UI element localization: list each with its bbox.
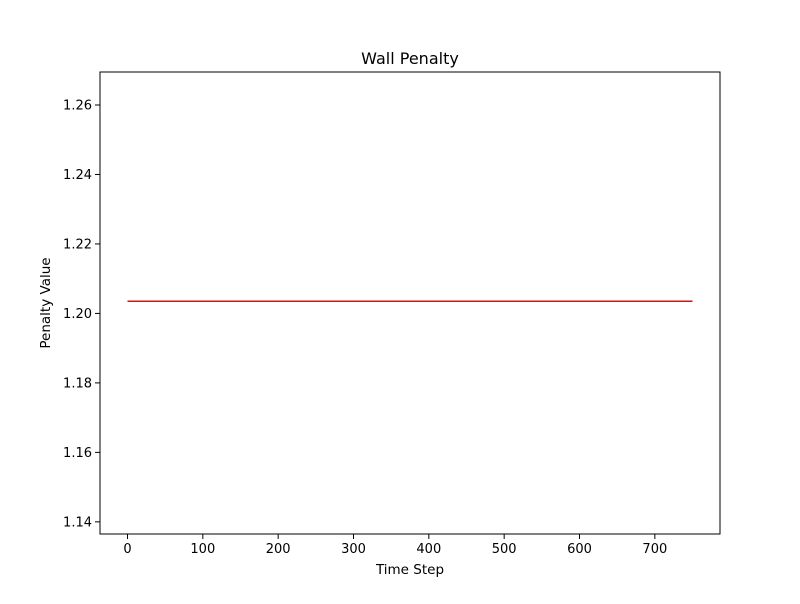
plot-frame xyxy=(99,71,721,535)
chart-title: Wall Penalty xyxy=(361,49,459,68)
x-tick-label: 300 xyxy=(341,542,366,557)
x-axis-label: Time Step xyxy=(375,562,444,578)
y-tick-label: 1.20 xyxy=(63,307,92,322)
y-tick-label: 1.24 xyxy=(63,168,92,183)
y-tick-label: 1.22 xyxy=(63,237,92,252)
x-axis-ticks: 0 100 200 300 400 500 600 700 xyxy=(123,534,667,557)
y-tick-label: 1.18 xyxy=(63,376,92,391)
y-axis-ticks: 1.14 1.16 1.18 1.20 1.22 1.24 1.26 xyxy=(63,99,100,530)
y-tick-label: 1.16 xyxy=(63,446,92,461)
y-tick-label: 1.26 xyxy=(63,99,92,114)
x-tick-label: 600 xyxy=(567,542,592,557)
x-tick-label: 0 xyxy=(123,542,131,557)
x-tick-label: 200 xyxy=(266,542,291,557)
x-tick-label: 700 xyxy=(642,542,667,557)
y-tick-label: 1.14 xyxy=(63,515,92,530)
y-axis-label: Penalty Value xyxy=(38,257,54,348)
x-tick-label: 500 xyxy=(492,542,517,557)
x-tick-label: 100 xyxy=(190,542,215,557)
x-tick-label: 400 xyxy=(416,542,441,557)
